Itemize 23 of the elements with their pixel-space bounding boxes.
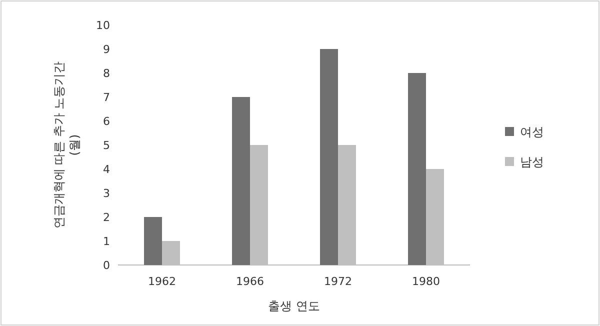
bar [232,97,250,265]
y-axis-title: 연금개혁에 따른 추가 노동기간 (월) [52,61,82,229]
x-axis-title: 출생 연도 [268,299,320,313]
y-tick-label: 7 [103,91,110,104]
y-tick-label: 2 [103,211,110,224]
legend-label: 여성 [520,125,544,139]
y-tick-label: 6 [103,115,110,128]
x-tick-label: 1966 [236,275,264,288]
x-tick-label: 1962 [148,275,176,288]
y-tick-label: 4 [103,163,110,176]
bar [144,217,162,265]
y-tick-label: 9 [103,43,110,56]
legend-label: 남성 [520,155,544,169]
y-tick-label: 5 [103,139,110,152]
y-tick-label: 3 [103,187,110,200]
y-tick-label: 0 [103,259,110,272]
x-tick-label: 1972 [324,275,352,288]
y-tick-label: 10 [96,19,110,32]
x-tick-label: 1980 [412,275,440,288]
bar [320,49,338,265]
y-tick-label: 1 [103,235,110,248]
y-tick-label: 8 [103,67,110,80]
bar [408,73,426,265]
